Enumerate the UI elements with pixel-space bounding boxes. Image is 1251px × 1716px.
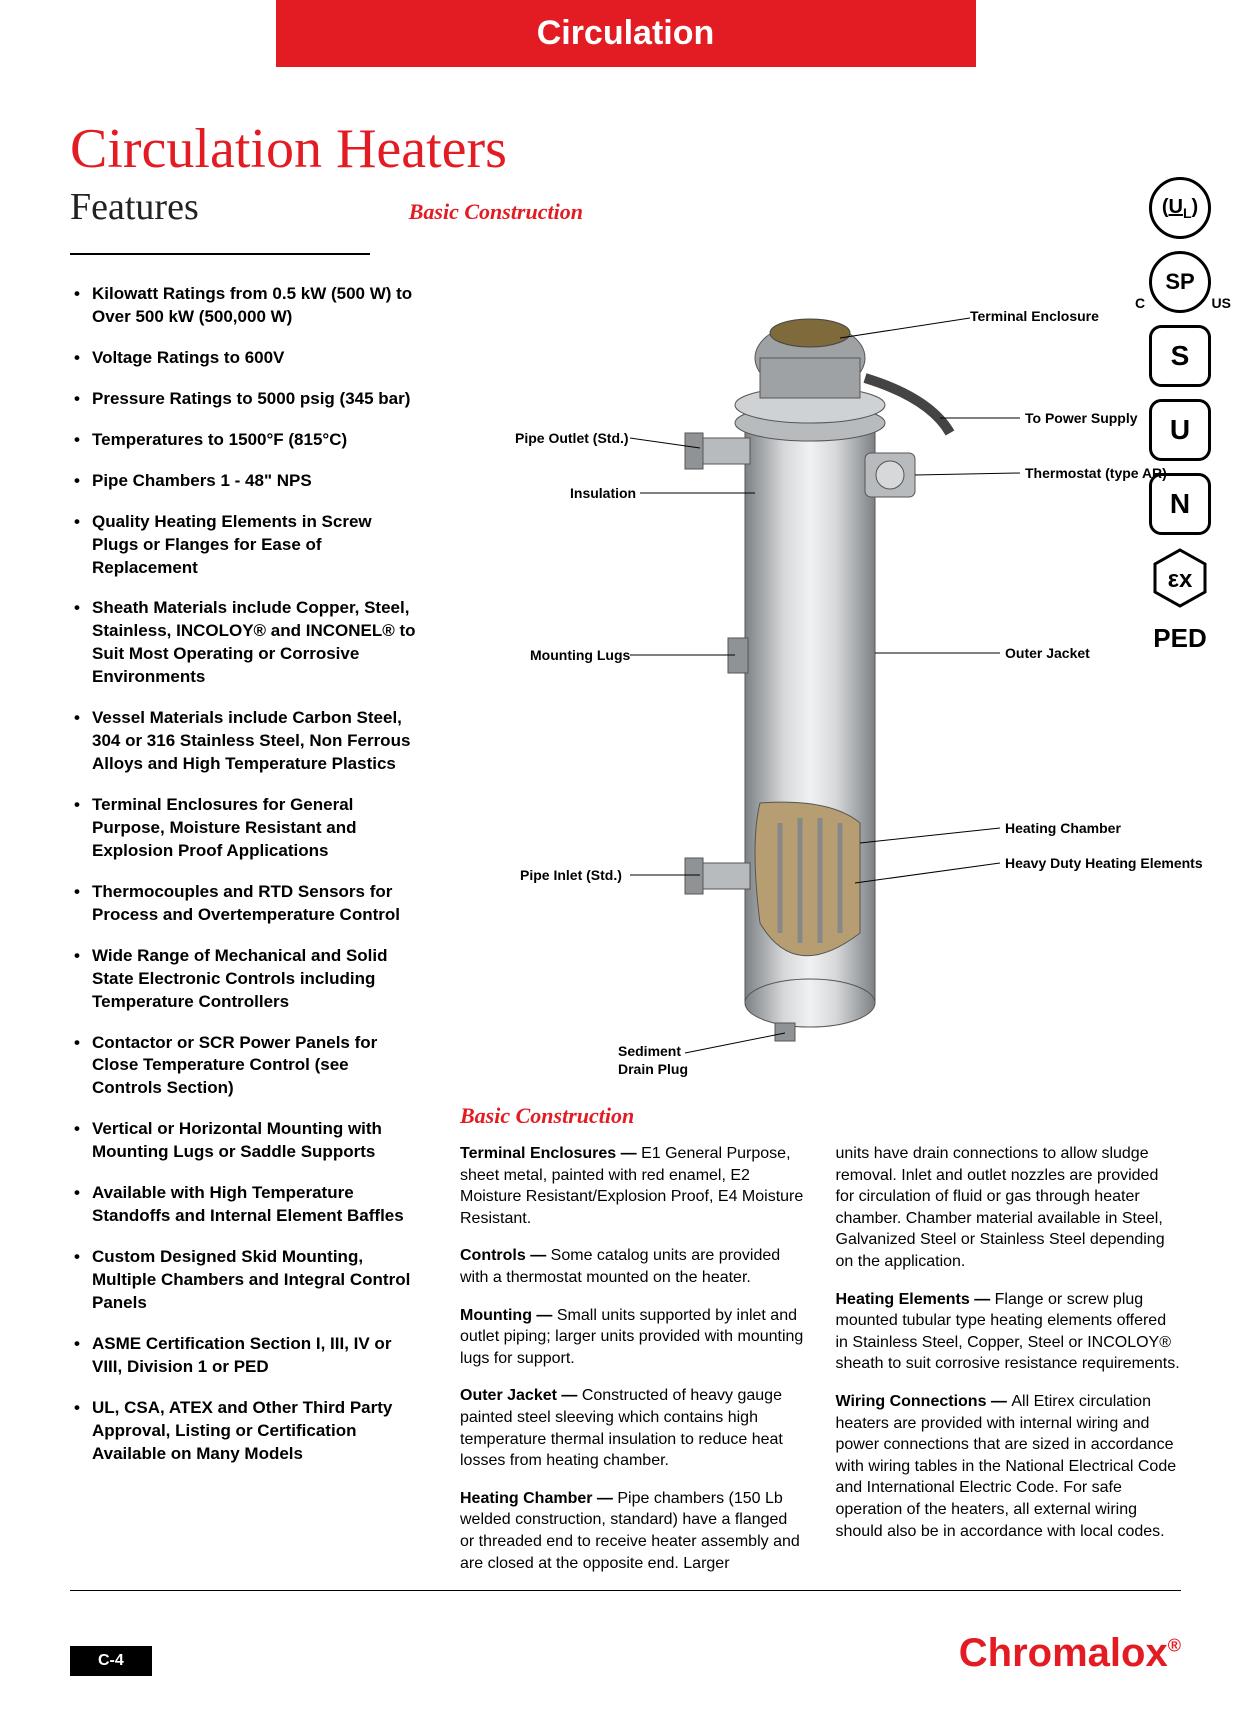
- feature-item: Terminal Enclosures for General Purpose,…: [70, 794, 420, 863]
- body-paragraph: Mounting — Small units supported by inle…: [460, 1305, 806, 1370]
- feature-item: UL, CSA, ATEX and Other Third Party Appr…: [70, 1397, 420, 1466]
- page-number: C-4: [70, 1646, 152, 1676]
- callout-insulation: Insulation: [570, 485, 636, 501]
- body-left-column: Terminal Enclosures — E1 General Purpose…: [460, 1143, 806, 1590]
- top-banner: Circulation: [276, 0, 976, 67]
- callout-power-supply: To Power Supply: [1025, 410, 1138, 426]
- feature-item: Sheath Materials include Copper, Steel, …: [70, 597, 420, 689]
- feature-item: Vertical or Horizontal Mounting with Mou…: [70, 1118, 420, 1164]
- callout-mounting-lugs: Mounting Lugs: [530, 647, 630, 663]
- feature-item: Pipe Chambers 1 - 48" NPS: [70, 470, 420, 493]
- body-section-title: Basic Construction: [460, 1103, 1181, 1129]
- brand-logo: Chromalox®: [959, 1631, 1181, 1676]
- body-paragraph: Heating Elements — Flange or screw plug …: [836, 1289, 1182, 1375]
- body-paragraph: Heating Chamber — Pipe chambers (150 Lb …: [460, 1488, 806, 1574]
- feature-item: Thermocouples and RTD Sensors for Proces…: [70, 881, 420, 927]
- callout-outer-jacket: Outer Jacket: [1005, 645, 1090, 661]
- feature-item: Available with High Temperature Standoff…: [70, 1182, 420, 1228]
- feature-item: Contactor or SCR Power Panels for Close …: [70, 1032, 420, 1101]
- features-list: Kilowatt Ratings from 0.5 kW (500 W) to …: [70, 283, 420, 1466]
- feature-item: Temperatures to 1500°F (815°C): [70, 429, 420, 452]
- feature-item: Pressure Ratings to 5000 psig (345 bar): [70, 388, 420, 411]
- callout-sediment: Sediment: [618, 1043, 681, 1059]
- callout-pipe-inlet: Pipe Inlet (Std.): [520, 867, 622, 883]
- page-title: Circulation Heaters: [70, 117, 1181, 181]
- callout-heating-chamber: Heating Chamber: [1005, 820, 1121, 836]
- ul-badge: (UL): [1149, 177, 1211, 239]
- feature-item: Voltage Ratings to 600V: [70, 347, 420, 370]
- feature-item: Custom Designed Skid Mounting, Multiple …: [70, 1246, 420, 1315]
- callout-pipe-outlet: Pipe Outlet (Std.): [515, 430, 629, 446]
- feature-item: ASME Certification Section I, III, IV or…: [70, 1333, 420, 1379]
- callout-terminal-enclosure: Terminal Enclosure: [970, 308, 1099, 324]
- features-heading: Features: [70, 185, 199, 229]
- callout-drain-plug: Drain Plug: [618, 1061, 688, 1077]
- feature-item: Quality Heating Elements in Screw Plugs …: [70, 511, 420, 580]
- basic-construction-label: Basic Construction: [409, 199, 583, 225]
- body-paragraph: Controls — Some catalog units are provid…: [460, 1245, 806, 1288]
- body-paragraph: Wiring Connections — All Etirex circulat…: [836, 1391, 1182, 1542]
- body-paragraph: units have drain connections to allow sl…: [836, 1143, 1182, 1273]
- diagram: Terminal Enclosure To Power Supply Therm…: [460, 283, 1181, 1103]
- divider: [70, 253, 370, 255]
- body-paragraph: Outer Jacket — Constructed of heavy gaug…: [460, 1385, 806, 1471]
- body-right-column: units have drain connections to allow sl…: [836, 1143, 1182, 1590]
- heater-diagram-svg: [460, 283, 1160, 1103]
- banner-title: Circulation: [537, 14, 715, 52]
- feature-item: Vessel Materials include Carbon Steel, 3…: [70, 707, 420, 776]
- feature-item: Wide Range of Mechanical and Solid State…: [70, 945, 420, 1014]
- callout-heavy-duty: Heavy Duty Heating Elements: [1005, 855, 1203, 871]
- body-paragraph: Terminal Enclosures — E1 General Purpose…: [460, 1143, 806, 1229]
- callout-thermostat: Thermostat (type AR): [1025, 465, 1167, 481]
- feature-item: Kilowatt Ratings from 0.5 kW (500 W) to …: [70, 283, 420, 329]
